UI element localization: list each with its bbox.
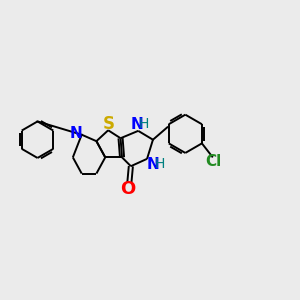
Text: S: S (103, 116, 115, 134)
Text: Cl: Cl (206, 154, 222, 169)
Text: O: O (120, 180, 136, 198)
Text: H: H (138, 117, 149, 131)
Text: N: N (147, 157, 159, 172)
Text: N: N (130, 117, 143, 132)
Text: N: N (70, 126, 83, 141)
Text: H: H (154, 157, 165, 171)
